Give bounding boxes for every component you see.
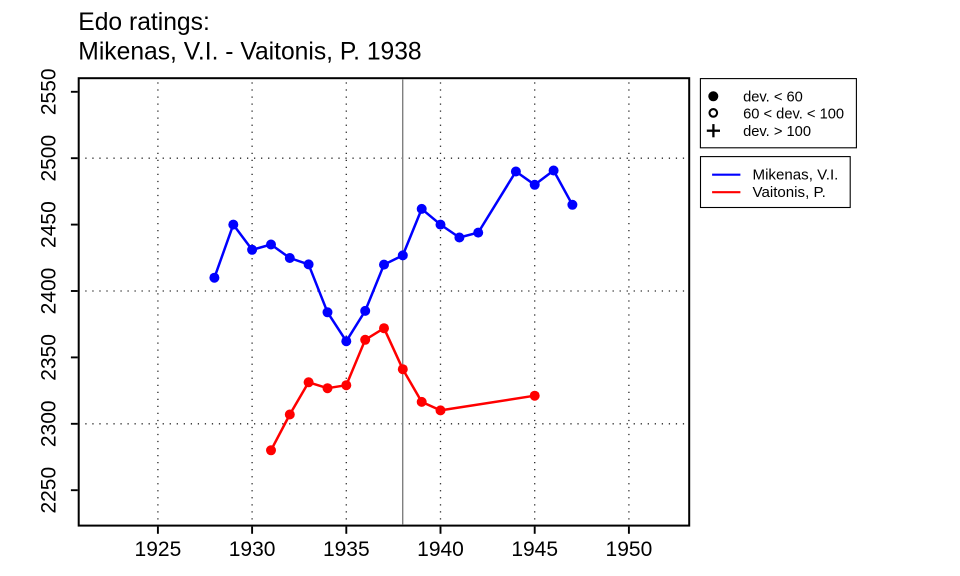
svg-text:1930: 1930 [229, 538, 276, 561]
svg-text:1945: 1945 [511, 538, 558, 561]
svg-text:dev. < 60: dev. < 60 [743, 90, 803, 106]
svg-text:2300: 2300 [38, 400, 61, 447]
svg-text:Vaitonis, P.: Vaitonis, P. [753, 184, 826, 201]
svg-text:1935: 1935 [323, 538, 370, 561]
svg-text:Mikenas, V.I.: Mikenas, V.I. [753, 167, 839, 184]
svg-text:2250: 2250 [38, 467, 61, 514]
svg-text:1925: 1925 [135, 538, 182, 561]
svg-text:2350: 2350 [38, 334, 61, 381]
svg-text:2550: 2550 [38, 68, 61, 115]
svg-text:60 < dev. < 100: 60 < dev. < 100 [743, 107, 844, 123]
svg-text:Mikenas, V.I. - Vaitonis, P. 1: Mikenas, V.I. - Vaitonis, P. 1938 [78, 38, 421, 65]
svg-text:2500: 2500 [38, 135, 61, 182]
svg-text:1950: 1950 [606, 538, 653, 561]
svg-text:2400: 2400 [38, 268, 61, 315]
svg-text:2450: 2450 [38, 201, 61, 248]
svg-text:dev. > 100: dev. > 100 [743, 124, 811, 140]
svg-text:Edo ratings:: Edo ratings: [78, 9, 210, 36]
svg-text:1940: 1940 [417, 538, 464, 561]
